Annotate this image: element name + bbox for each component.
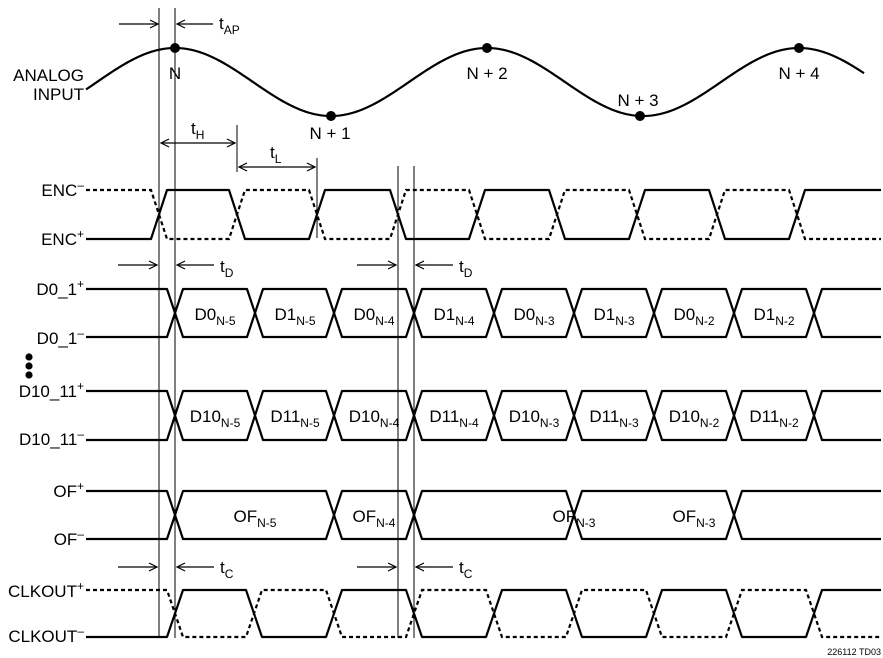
svg-text:tH: tH bbox=[191, 119, 204, 142]
clkout-dashed bbox=[86, 588, 881, 639]
d1011-word-5: D11N-3 bbox=[589, 407, 639, 430]
of-word-2: OFN-3 bbox=[553, 507, 596, 530]
d01-minus-label: D0_1 bbox=[37, 329, 78, 348]
d1011-word-0: D10N-5 bbox=[190, 407, 241, 430]
sample-labels: N N + 1 N + 2 N + 3 N + 4 bbox=[169, 64, 820, 143]
clkout-waveform bbox=[86, 588, 881, 639]
enc-plus-label: ENC bbox=[41, 230, 77, 249]
d1011-minus-label: D10_11 bbox=[19, 430, 77, 449]
th-label: t bbox=[191, 119, 196, 138]
tl-label: t bbox=[270, 143, 275, 162]
of-plus-label: OF bbox=[53, 482, 77, 501]
td-annotation-1: tD bbox=[118, 257, 234, 280]
tc-annotation-2: tC bbox=[357, 558, 473, 581]
sample-label-n1: N + 1 bbox=[309, 124, 350, 143]
of-word-3: OFN-3 bbox=[673, 507, 716, 530]
d1011-word-1: D11N-5 bbox=[270, 407, 320, 430]
tap-label: t bbox=[219, 14, 224, 33]
d01-word-6: D0N-2 bbox=[673, 305, 714, 328]
d1011-bus-waveform bbox=[86, 389, 881, 442]
svg-text:tD: tD bbox=[459, 257, 473, 280]
svg-text:CLKOUT–: CLKOUT– bbox=[8, 624, 84, 646]
d01-word-5: D1N-3 bbox=[593, 305, 634, 328]
svg-text:ENC–: ENC– bbox=[41, 178, 84, 200]
d01-plus-label: D0_1 bbox=[36, 280, 77, 299]
reference-lines bbox=[158, 8, 415, 638]
enc-solid bbox=[86, 188, 881, 241]
analog-label-line1: ANALOG bbox=[13, 66, 84, 85]
of-word-0: OFN-5 bbox=[234, 507, 277, 530]
timing-annotations: tAP tH tL tD tD bbox=[118, 14, 473, 581]
of-bus-waveform bbox=[86, 489, 881, 541]
svg-text:D10_11+: D10_11+ bbox=[19, 379, 84, 401]
d01-bus-waveform bbox=[86, 287, 881, 339]
tc-label-2: t bbox=[459, 558, 464, 577]
d01-word-labels: D0N-5 D1N-5 D0N-4 D1N-4 D0N-3 D1N-3 D0N-2 D1N-2 bbox=[194, 305, 794, 328]
svg-text:tL: tL bbox=[270, 143, 282, 166]
sample-dot-2 bbox=[482, 43, 492, 53]
of-word-1: OFN-4 bbox=[353, 507, 396, 530]
clkout-plus-label: CLKOUT bbox=[8, 582, 77, 601]
svg-text:tD: tD bbox=[220, 257, 234, 280]
tc-annotation-1: tC bbox=[118, 558, 234, 581]
d1011-word-3: D11N-4 bbox=[429, 407, 479, 430]
analog-label-line2: INPUT bbox=[33, 85, 84, 104]
figure-id: 226112 TD03 bbox=[827, 647, 881, 657]
svg-text:ENC+: ENC+ bbox=[41, 227, 84, 249]
d1011-plus-label: D10_11 bbox=[19, 382, 77, 401]
sample-label-n4: N + 4 bbox=[778, 64, 819, 83]
d1011-word-7: D11N-2 bbox=[749, 407, 799, 430]
svg-text:OF+: OF+ bbox=[53, 479, 84, 501]
th-annotation: tH bbox=[159, 119, 237, 148]
sample-dot-3 bbox=[635, 111, 645, 121]
d1011-word-2: D10N-4 bbox=[349, 407, 400, 430]
analog-input-section: ANALOG INPUT N N + 1 N + 2 N + 3 N + 4 bbox=[13, 43, 865, 143]
of-line-b bbox=[86, 489, 881, 541]
sample-label-n3: N + 3 bbox=[617, 91, 658, 110]
svg-text:D10_11–: D10_11– bbox=[19, 427, 84, 449]
signal-labels: ENC– ENC+ D0_1+ D0_1– D10_11+ D10_11– OF… bbox=[8, 178, 84, 646]
sample-dot-1 bbox=[326, 111, 336, 121]
enc-minus-label: ENC bbox=[41, 181, 77, 200]
d01-word-1: D1N-5 bbox=[274, 305, 315, 328]
tc-label-1: t bbox=[220, 558, 225, 577]
of-word-labels: OFN-5 OFN-4 OFN-3 OFN-3 bbox=[234, 507, 716, 530]
of-line-a bbox=[86, 489, 881, 541]
tl-annotation: tL bbox=[237, 143, 317, 172]
sample-dot-4 bbox=[794, 43, 804, 53]
d1011-word-4: D10N-3 bbox=[509, 407, 560, 430]
svg-text:tAP: tAP bbox=[219, 14, 240, 37]
td-label-2: t bbox=[459, 257, 464, 276]
svg-text:tC: tC bbox=[220, 558, 234, 581]
d01-word-3: D1N-4 bbox=[433, 305, 474, 328]
vertical-ellipsis bbox=[25, 353, 33, 379]
analog-sine-wave bbox=[85, 46, 865, 118]
d01-word-7: D1N-2 bbox=[753, 305, 794, 328]
d01-word-4: D0N-3 bbox=[513, 305, 554, 328]
d1011-line-b bbox=[86, 389, 881, 442]
svg-text:tC: tC bbox=[459, 558, 473, 581]
enc-waveform bbox=[86, 188, 881, 241]
svg-text:D0_1–: D0_1– bbox=[37, 326, 85, 348]
d1011-word-labels: D10N-5 D11N-5 D10N-4 D11N-4 D10N-3 D11N-3 D10N… bbox=[190, 407, 799, 430]
svg-text:OF–: OF– bbox=[54, 527, 85, 549]
svg-text:D0_1+: D0_1+ bbox=[36, 277, 84, 299]
svg-text:CLKOUT+: CLKOUT+ bbox=[8, 579, 84, 601]
td-label-1: t bbox=[220, 257, 225, 276]
d01-line-b bbox=[86, 287, 881, 339]
td-annotation-2: tD bbox=[357, 257, 473, 280]
sample-label-n2: N + 2 bbox=[466, 64, 507, 83]
d01-word-2: D0N-4 bbox=[353, 305, 394, 328]
tap-annotation: tAP bbox=[119, 14, 240, 37]
clkout-solid bbox=[86, 588, 881, 639]
of-minus-label: OF bbox=[54, 530, 78, 549]
clkout-minus-label: CLKOUT bbox=[8, 627, 77, 646]
d01-word-0: D0N-5 bbox=[194, 305, 235, 328]
d1011-word-6: D10N-2 bbox=[669, 407, 720, 430]
